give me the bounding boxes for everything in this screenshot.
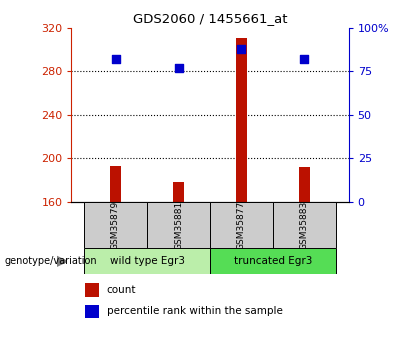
Bar (236, 39, 247, 202)
FancyBboxPatch shape (84, 202, 147, 248)
Point (301, 56, 308, 62)
Text: GSM35879: GSM35879 (111, 200, 120, 250)
FancyBboxPatch shape (273, 202, 336, 248)
Text: GSM35883: GSM35883 (300, 200, 309, 250)
FancyBboxPatch shape (210, 202, 273, 248)
Text: truncated Egr3: truncated Egr3 (234, 256, 312, 266)
FancyBboxPatch shape (147, 202, 210, 248)
Bar (85, 305, 99, 318)
Polygon shape (57, 256, 67, 266)
Point (112, 56, 119, 62)
Text: GSM35881: GSM35881 (174, 200, 183, 250)
Title: GDS2060 / 1455661_at: GDS2060 / 1455661_at (133, 12, 287, 25)
Point (238, 46, 245, 51)
Text: percentile rank within the sample: percentile rank within the sample (107, 306, 283, 316)
Point (175, 65, 182, 70)
Text: wild type Egr3: wild type Egr3 (110, 256, 184, 266)
Bar (173, 182, 184, 202)
Bar (299, 167, 310, 202)
Text: genotype/variation: genotype/variation (4, 256, 97, 266)
FancyBboxPatch shape (210, 248, 336, 274)
FancyBboxPatch shape (84, 248, 210, 274)
Text: count: count (107, 285, 136, 295)
Bar (85, 283, 99, 297)
Text: GSM35877: GSM35877 (237, 200, 246, 250)
Bar (110, 166, 121, 202)
